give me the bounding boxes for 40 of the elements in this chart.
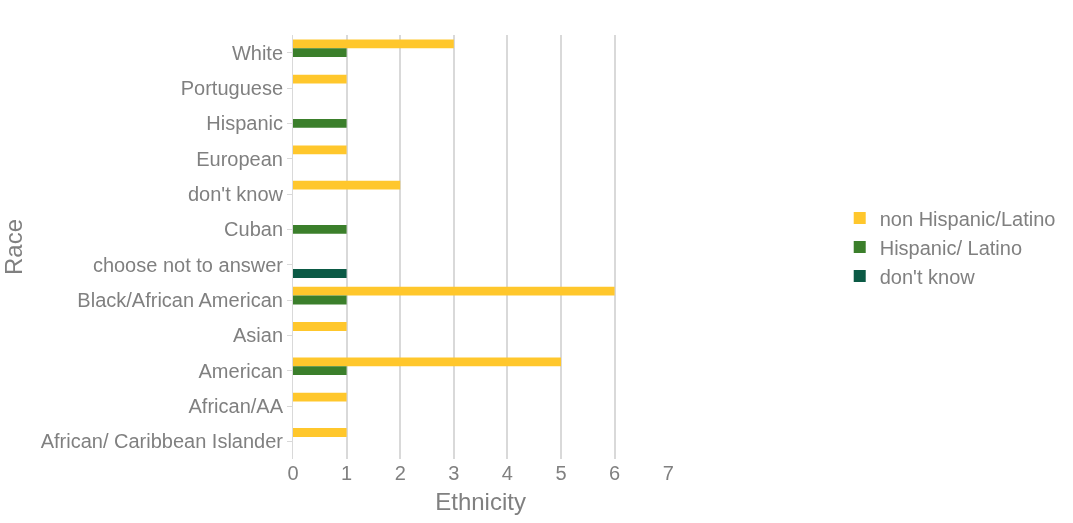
bar — [293, 322, 347, 331]
bar — [293, 357, 561, 367]
x-tick-label: 7 — [662, 462, 674, 484]
legend-label: don't know — [879, 265, 976, 288]
bar — [293, 286, 615, 296]
y-tick-label: Hispanic — [206, 112, 283, 135]
y-tick-label: Cuban — [224, 218, 283, 241]
legend-label: non Hispanic/Latino — [879, 207, 1056, 230]
x-tick-label: 3 — [448, 462, 460, 484]
bar — [293, 392, 347, 402]
x-tick-label: 5 — [555, 462, 567, 484]
y-tick-label: African/ Caribbean Islander — [40, 430, 284, 453]
y-tick-label: choose not to answer — [92, 253, 284, 276]
bar — [293, 295, 347, 305]
bar — [293, 428, 347, 437]
y-tick-label: Black/African American — [77, 289, 283, 311]
bar — [293, 224, 347, 234]
bar — [293, 118, 347, 128]
bar — [293, 366, 347, 376]
y-tick-label: American — [198, 359, 283, 382]
x-axis-title: Ethnicity — [435, 488, 526, 516]
y-axis-title: Race — [0, 218, 27, 276]
y-tick-label: Asian — [232, 324, 283, 347]
bar — [293, 74, 347, 84]
y-tick-label: European — [196, 147, 283, 170]
bar — [293, 145, 347, 155]
y-tick-label: don't know — [188, 183, 284, 205]
bar — [293, 48, 347, 58]
y-tick-label: White — [231, 41, 283, 64]
x-tick-label: 2 — [394, 462, 406, 484]
bar — [293, 269, 347, 278]
bar — [293, 39, 454, 49]
x-tick-label: 4 — [501, 462, 513, 484]
x-tick-label: 0 — [287, 462, 299, 484]
x-tick-label: 1 — [341, 462, 353, 484]
x-tick-label: 6 — [609, 462, 621, 484]
legend-label: Hispanic/ Latino — [879, 236, 1023, 259]
y-tick-label: African/AA — [188, 395, 284, 417]
y-tick-label: Portuguese — [180, 77, 283, 99]
bar — [293, 180, 401, 190]
